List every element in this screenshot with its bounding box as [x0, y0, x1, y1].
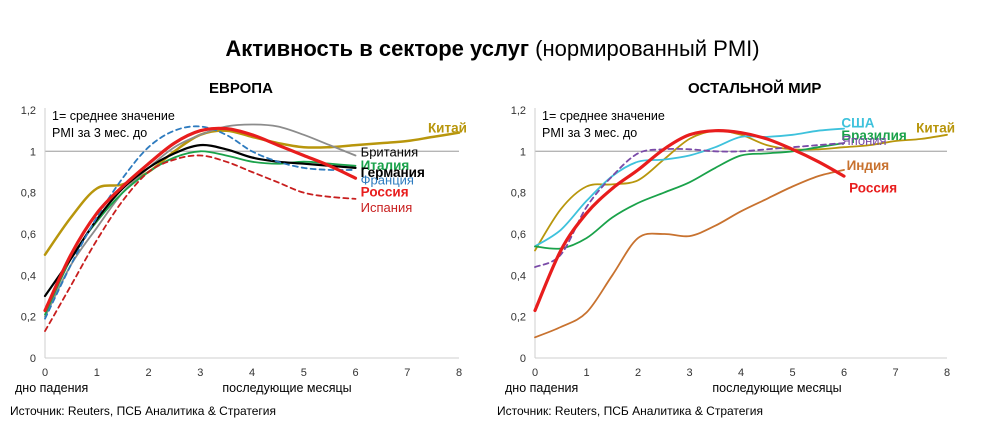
- x-tick-label: 1: [94, 367, 100, 379]
- series-line-Франция: [44, 125, 357, 320]
- y-tick-label: 0: [520, 353, 526, 365]
- x-tick-label: 3: [197, 367, 203, 379]
- y-tick-label: 0,6: [21, 229, 36, 241]
- y-tick-label: 0,4: [511, 270, 526, 282]
- series-line-Япония: [534, 142, 845, 268]
- europe-chart: 0 0,2 0,4 0,6 0,8 1 1,2 0 1 2 3 4 5 6 7 8 дно падения пос…: [15, 105, 467, 395]
- world-panel-title: ОСТАЛЬНОЙ МИР: [688, 80, 822, 97]
- x-tick-label: 7: [404, 367, 410, 379]
- x-axis-label-bottom: дно падения: [15, 381, 88, 395]
- europe-panel-title: ЕВРОПА: [209, 80, 273, 97]
- y-tick-label: 1: [30, 146, 36, 158]
- y-tick-label: 0,8: [21, 188, 36, 200]
- x-tick-label: 0: [532, 367, 538, 379]
- series-line-Бразилия: [534, 142, 845, 250]
- europe-source-note: Источник: Reuters, ПСБ Аналитика & Страт…: [10, 404, 277, 418]
- series-label: Франция: [361, 172, 414, 187]
- x-tick-label: 7: [892, 367, 898, 379]
- y-tick-label: 0,2: [21, 312, 36, 324]
- y-tick-label: 1,2: [21, 105, 36, 117]
- y-tick-label: 0: [30, 353, 36, 365]
- series-line-Россия: [43, 126, 358, 313]
- x-tick-label: 8: [456, 367, 462, 379]
- series-label: Италия: [361, 158, 410, 173]
- y-tick-label: 0,2: [511, 312, 526, 324]
- x-tick-label: 5: [789, 367, 795, 379]
- series-line-Германия: [43, 143, 357, 298]
- series-line-Китай: [43, 129, 461, 256]
- series-line-Испания: [44, 154, 357, 332]
- main-title-normal: (нормированный PMI): [529, 36, 760, 61]
- y-tick-label: 0,8: [511, 188, 526, 200]
- series-label: Россия: [849, 181, 897, 196]
- x-tick-label: 0: [42, 367, 48, 379]
- series-line-Британия: [44, 123, 357, 318]
- x-axis-label: последующие месяцы: [222, 381, 351, 395]
- x-axis-label: последующие месяцы: [712, 381, 841, 395]
- series-line-США: [534, 127, 845, 248]
- x-axis-label-bottom: дно падения: [505, 381, 578, 395]
- series-line-Индия: [534, 169, 845, 339]
- chart-main-title: Активность в секторе услуг (нормированны…: [0, 36, 985, 62]
- x-tick-label: 6: [841, 367, 847, 379]
- series-label: Россия: [361, 185, 409, 200]
- x-tick-label: 3: [686, 367, 692, 379]
- series-line-Россия: [533, 129, 846, 313]
- series-label: Китай: [428, 121, 467, 136]
- x-tick-label: 8: [944, 367, 950, 379]
- series-label: Индия: [847, 158, 890, 173]
- main-title-bold: Активность в секторе услуг: [225, 36, 530, 61]
- series-label: Британия: [361, 144, 419, 159]
- world-chart: 0 0,2 0,4 0,6 0,8 1 1,2 0 1 2 3 4 5 6 7 8 дно падения пос…: [505, 105, 955, 395]
- series-label: Германия: [361, 165, 425, 180]
- world-source-note: Источник: Reuters, ПСБ Аналитика & Страт…: [497, 404, 764, 418]
- note-line: 1= среднее значение: [542, 109, 665, 123]
- x-tick-label: 1: [583, 367, 589, 379]
- series-label: Китай: [916, 121, 955, 136]
- series-label: Бразилия: [841, 128, 906, 143]
- x-tick-label: 4: [249, 367, 255, 379]
- series-line-Италия: [44, 150, 357, 316]
- x-tick-label: 5: [301, 367, 307, 379]
- note-line: 1= среднее значение: [52, 109, 175, 123]
- series-label: США: [841, 115, 874, 130]
- series-label: Япония: [841, 133, 886, 148]
- note-line: PMI за 3 мес. до: [542, 126, 637, 140]
- x-tick-label: 4: [738, 367, 744, 379]
- y-tick-label: 0,4: [21, 270, 36, 282]
- y-tick-label: 0,6: [511, 229, 526, 241]
- series-label: Испания: [361, 200, 413, 215]
- x-tick-label: 6: [352, 367, 358, 379]
- y-tick-label: 1,2: [511, 105, 526, 117]
- x-tick-label: 2: [145, 367, 151, 379]
- note-line: PMI за 3 мес. до: [52, 126, 147, 140]
- y-tick-label: 1: [520, 146, 526, 158]
- x-tick-label: 2: [635, 367, 641, 379]
